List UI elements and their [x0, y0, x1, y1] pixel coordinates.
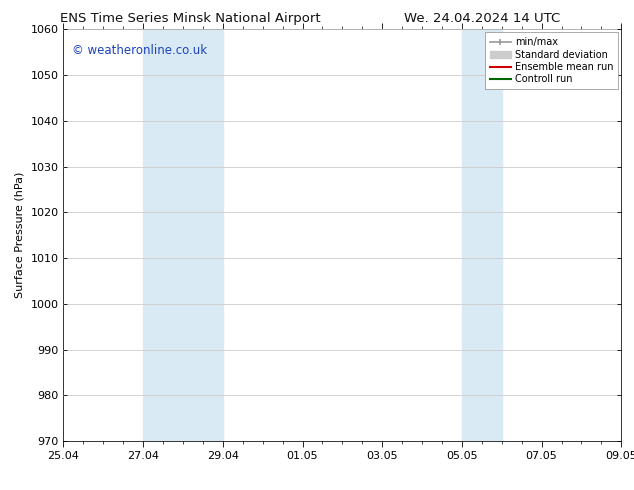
Text: © weatheronline.co.uk: © weatheronline.co.uk — [72, 44, 207, 57]
Y-axis label: Surface Pressure (hPa): Surface Pressure (hPa) — [15, 172, 25, 298]
Text: We. 24.04.2024 14 UTC: We. 24.04.2024 14 UTC — [404, 12, 560, 25]
Bar — [462, 29, 501, 441]
Legend: min/max, Standard deviation, Ensemble mean run, Controll run: min/max, Standard deviation, Ensemble me… — [485, 32, 618, 89]
Text: ENS Time Series Minsk National Airport: ENS Time Series Minsk National Airport — [60, 12, 321, 25]
Bar — [143, 29, 223, 441]
